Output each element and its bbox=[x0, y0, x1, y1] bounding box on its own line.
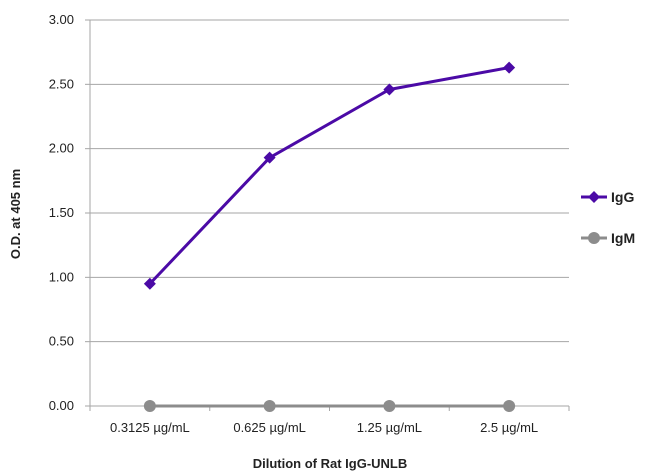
legend-label: IgM bbox=[611, 230, 635, 246]
legend-item-igg: IgG bbox=[581, 189, 634, 205]
x-tick-label: 1.25 µg/mL bbox=[357, 420, 422, 435]
data-point bbox=[263, 151, 276, 164]
legend-label: IgG bbox=[611, 189, 634, 205]
y-tick-label: 2.50 bbox=[49, 76, 74, 91]
data-point bbox=[503, 400, 516, 412]
x-tick-label: 2.5 µg/mL bbox=[480, 420, 538, 435]
y-tick-label: 2.00 bbox=[49, 141, 74, 156]
series-igm bbox=[143, 400, 516, 412]
legend-swatch-marker bbox=[588, 191, 600, 203]
data-point bbox=[143, 400, 156, 412]
axes bbox=[85, 19, 570, 411]
data-point bbox=[143, 277, 156, 290]
gridlines bbox=[90, 19, 569, 343]
legend-item-igm: IgM bbox=[581, 230, 635, 246]
y-tick-label: 0.50 bbox=[49, 334, 74, 349]
x-tick-label: 0.3125 µg/mL bbox=[110, 420, 190, 435]
legend: IgG IgM bbox=[581, 189, 635, 246]
series-lines bbox=[143, 61, 516, 412]
y-axis-tick-labels: 0.00 0.50 1.00 1.50 2.00 2.50 3.00 bbox=[49, 12, 74, 413]
series-line bbox=[148, 66, 510, 285]
y-tick-label: 1.00 bbox=[49, 269, 74, 284]
series-igg bbox=[143, 61, 516, 290]
y-tick-label: 1.50 bbox=[49, 205, 74, 220]
data-point bbox=[263, 400, 276, 412]
data-point bbox=[383, 83, 396, 96]
data-point bbox=[503, 61, 516, 74]
x-axis-tick-labels: 0.3125 µg/mL 0.625 µg/mL 1.25 µg/mL 2.5 µg/… bbox=[110, 420, 538, 435]
data-point bbox=[383, 400, 396, 412]
y-tick-label: 3.00 bbox=[49, 12, 74, 27]
y-axis-title: O.D. at 405 nm bbox=[8, 169, 23, 259]
legend-swatch-marker bbox=[588, 232, 600, 244]
x-axis-title: Dilution of Rat IgG-UNLB bbox=[253, 456, 408, 471]
y-tick-label: 0.00 bbox=[49, 398, 74, 413]
x-tick-label: 0.625 µg/mL bbox=[233, 420, 306, 435]
